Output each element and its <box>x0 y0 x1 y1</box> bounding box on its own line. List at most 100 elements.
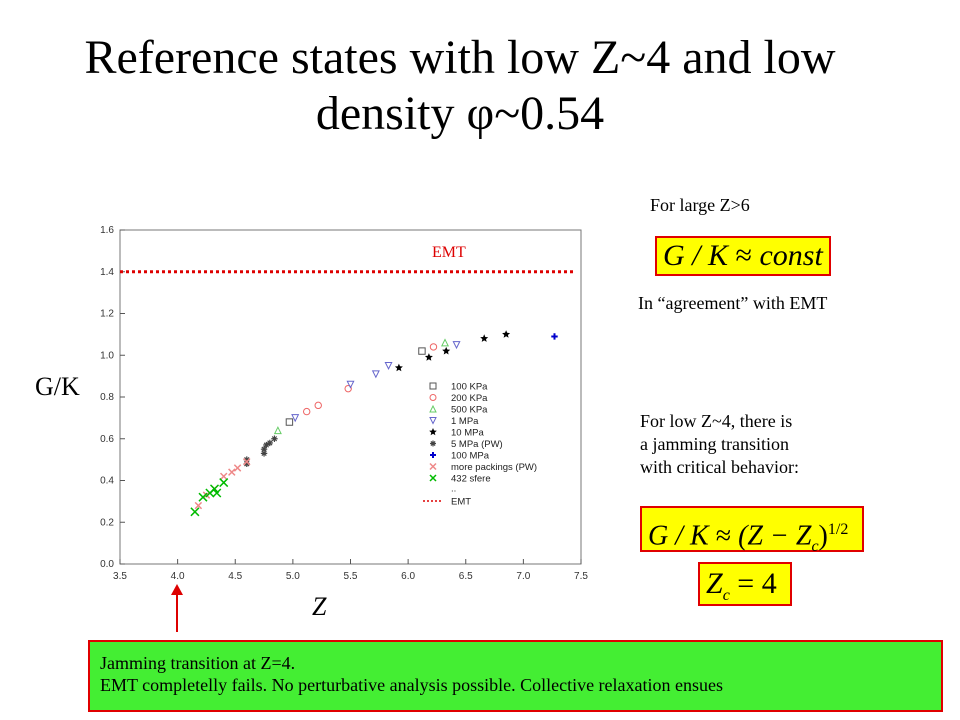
data-point <box>202 491 211 499</box>
data-point <box>219 472 228 481</box>
y-tick-label: 1.2 <box>100 309 114 320</box>
data-point <box>384 361 393 371</box>
x-tick-label: 4.0 <box>171 571 185 582</box>
arrow-head-icon <box>171 584 183 595</box>
legend-marker <box>430 452 436 458</box>
data-point <box>371 370 380 379</box>
note-low-z-2: a jamming transition <box>640 434 789 454</box>
legend-marker <box>429 462 437 471</box>
x-axis-label: Z <box>312 592 327 621</box>
banner-line-1: Jamming transition at Z=4. <box>100 653 296 673</box>
data-point <box>243 456 250 463</box>
legend-marker <box>429 394 437 401</box>
chart-area: 3.5 4.0 4.5 5.0 5.5 6.0 6.5 7.0 7.5 0.0 0.2 0.4 0.6 0… <box>100 225 588 582</box>
x-tick-label: 7.0 <box>516 571 530 582</box>
legend-label: EMT <box>451 497 471 508</box>
data-point <box>424 353 433 361</box>
x-tick-label: 4.5 <box>228 571 242 582</box>
legend-marker <box>429 382 437 390</box>
y-axis-label: G/K <box>35 372 80 401</box>
data-point <box>551 333 558 340</box>
formula-zc: Zc = 4 <box>698 562 792 606</box>
formula-const-lhs: G / K <box>663 239 729 272</box>
data-point <box>314 401 322 410</box>
formula-const: G / K ≈ const <box>655 236 831 276</box>
y-tick-label: 0.0 <box>100 559 114 570</box>
data-point <box>190 507 200 517</box>
x-tick-label: 5.0 <box>286 571 300 582</box>
data-point <box>228 468 236 476</box>
data-point <box>440 338 450 347</box>
formula-crit-close: ) <box>818 520 828 552</box>
jamming-banner: Jamming transition at Z=4. EMT completel… <box>88 640 943 712</box>
legend-marker <box>430 440 436 447</box>
formula-critical: G / K ≈ (Z − Zc)1/2 <box>640 506 864 555</box>
data-point <box>212 488 222 498</box>
data-point <box>243 460 250 467</box>
data-point <box>260 450 268 457</box>
data-point <box>233 464 242 472</box>
y-tick-label: 0.6 <box>100 434 114 445</box>
y-tick-label: 0.4 <box>100 476 114 487</box>
x-tick-label: 6.5 <box>459 571 473 582</box>
note-large-z: For large Z>6 <box>650 195 750 215</box>
legend-label: more packings (PW) <box>451 462 537 473</box>
data-point <box>243 457 251 466</box>
x-tick-label: 7.5 <box>574 571 588 582</box>
legend-marker <box>429 417 437 425</box>
data-point <box>198 492 208 502</box>
data-point <box>452 341 461 350</box>
legend-label: 100 MPa <box>451 451 490 462</box>
y-tick-label: 0.8 <box>100 392 114 403</box>
data-point <box>219 478 229 488</box>
title-line-1: Reference states with low Z~4 and low <box>84 31 836 84</box>
note-agreement: In “agreement” with EMT <box>638 293 828 313</box>
legend-extra: .. <box>451 484 456 495</box>
legend-label: 432 sfere <box>451 474 491 485</box>
note-low-z-3: with critical behavior: <box>640 457 799 477</box>
emt-label: EMT <box>432 244 466 261</box>
formula-zc-lhs: Z <box>706 567 723 600</box>
data-point <box>271 435 278 442</box>
data-point <box>394 363 403 372</box>
x-tick-label: 3.5 <box>113 571 127 582</box>
y-tick-label: 1.0 <box>100 350 114 361</box>
legend-marker <box>429 404 437 413</box>
formula-const-op: ≈ <box>735 239 752 272</box>
data-point <box>344 384 352 393</box>
formula-zc-sub: c <box>722 587 730 604</box>
y-tick-label: 1.6 <box>100 225 114 236</box>
formula-zc-rhs: = 4 <box>737 567 777 600</box>
data-point <box>285 418 294 426</box>
data-point <box>346 380 355 389</box>
data-point <box>442 346 451 355</box>
y-tick-label: 0.2 <box>100 517 114 528</box>
legend-label: 1 MPa <box>451 416 479 427</box>
data-point <box>266 439 274 447</box>
legend-marker <box>429 474 437 482</box>
data-point <box>209 484 220 494</box>
legend-label: 10 MPa <box>451 428 484 439</box>
formula-crit-sub: c <box>811 537 819 555</box>
legend-label: 100 KPa <box>451 382 488 393</box>
formula-const-rhs: const <box>759 239 823 272</box>
legend-marker <box>429 428 437 436</box>
legend-label: 5 MPa (PW) <box>451 439 503 450</box>
title-line-2: density φ~0.54 <box>315 87 605 140</box>
x-tick-label: 6.0 <box>401 571 415 582</box>
data-point <box>418 347 426 355</box>
data-point <box>260 445 268 453</box>
data-point <box>429 343 438 351</box>
note-low-z-1: For low Z~4, there is <box>640 411 793 431</box>
legend-label: 200 KPa <box>451 393 488 404</box>
formula-crit-op: ≈ <box>715 520 732 552</box>
data-point <box>480 334 489 342</box>
y-tick-label: 1.4 <box>100 267 114 278</box>
data-point <box>194 501 203 510</box>
legend-label: 500 KPa <box>451 405 488 416</box>
formula-crit-lhs: G / K <box>648 520 709 552</box>
data-point <box>291 414 300 423</box>
data-point <box>273 426 282 435</box>
